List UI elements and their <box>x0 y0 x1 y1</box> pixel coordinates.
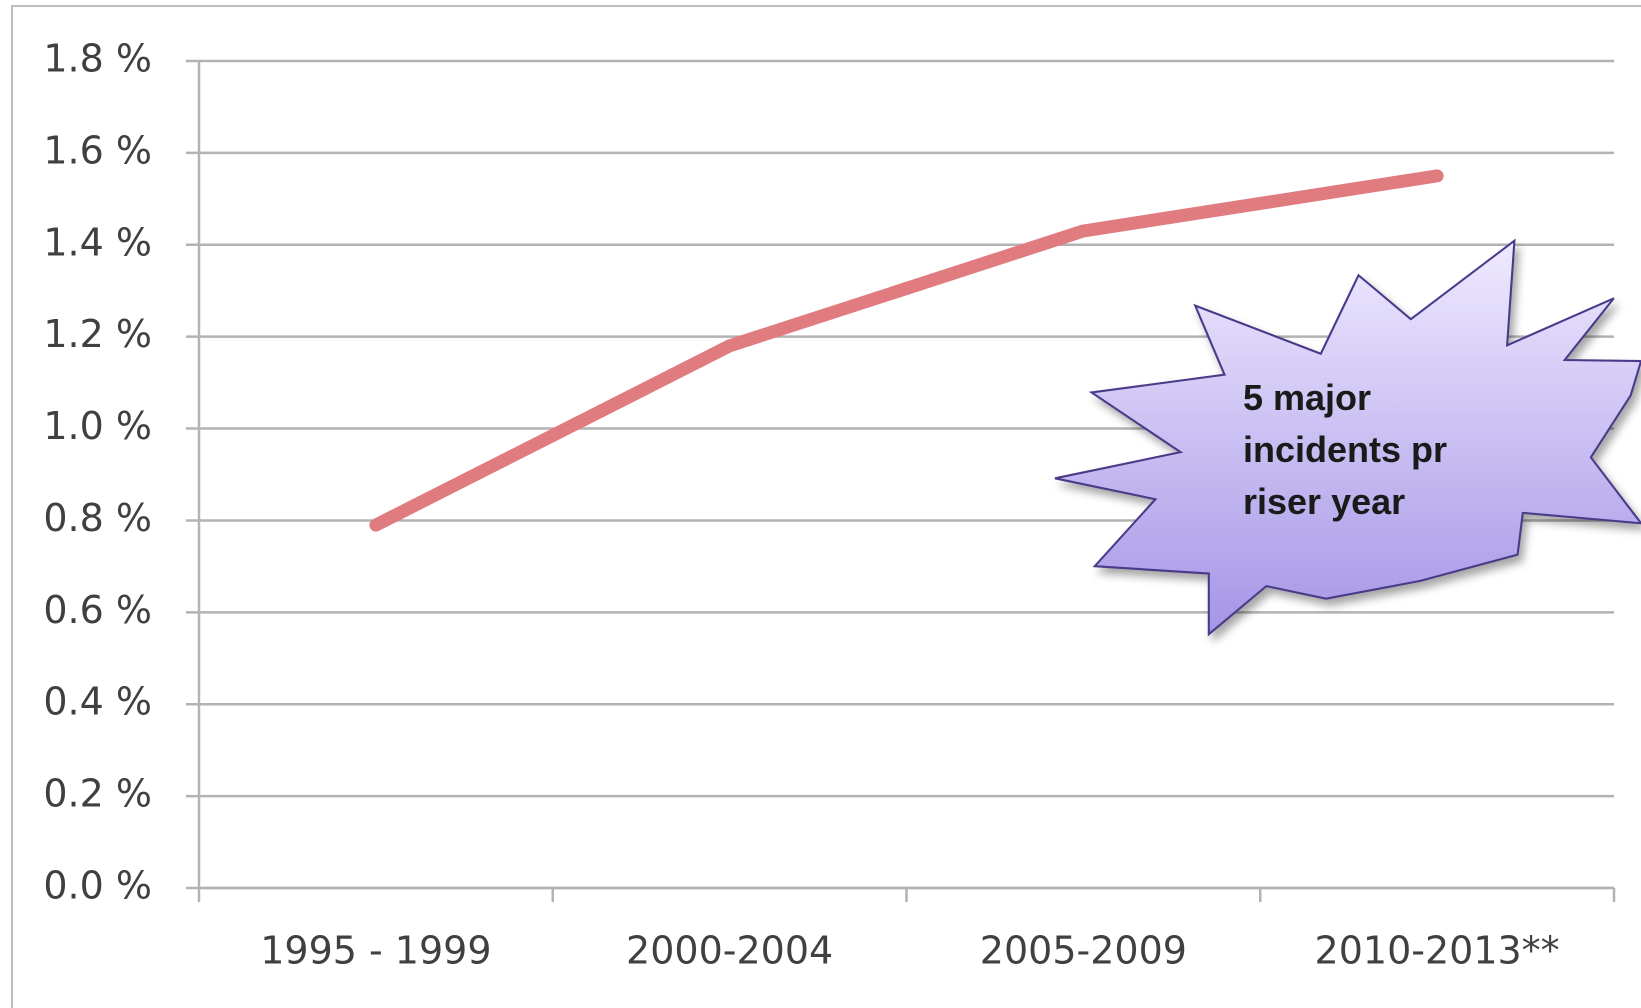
x-tick-label: 2005-2009 <box>980 929 1187 973</box>
y-tick-label: 1.2 % <box>43 312 152 356</box>
y-tick-label: 0.0 % <box>43 864 152 908</box>
page: 0.0 % 0.2 % 0.4 % 0.6 % 0.8 % 1.0 % 1.2 % 1.4 %… <box>0 0 1641 1008</box>
y-tick-label: 1.4 % <box>43 220 152 264</box>
annotation: 5 major incidents pr riser year <box>1243 372 1508 528</box>
y-tick-label: 1.6 % <box>43 128 152 172</box>
y-tick-label: 0.8 % <box>43 496 152 540</box>
y-tick-label: 1.0 % <box>43 404 152 448</box>
y-tick-label: 1.8 % <box>43 37 152 81</box>
x-tick-label: 1995 - 1999 <box>260 929 491 973</box>
y-tick-label: 0.6 % <box>43 588 152 632</box>
x-tick-label: 2000-2004 <box>626 929 833 973</box>
y-tick-label: 0.4 % <box>43 680 152 724</box>
y-tick-label: 0.2 % <box>43 772 152 816</box>
x-tick-label: 2010-2013** <box>1315 929 1560 973</box>
